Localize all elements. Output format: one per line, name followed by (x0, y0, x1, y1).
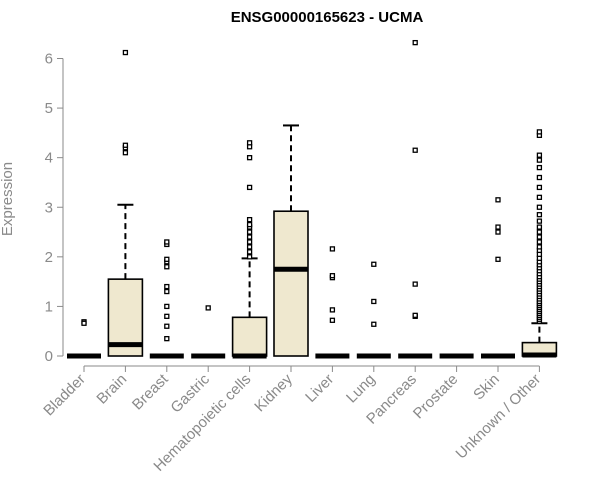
x-tick-label: Bladder (40, 371, 89, 420)
y-tick-label: 5 (45, 100, 53, 117)
outlier-point (246, 155, 253, 161)
outlier-point (536, 129, 543, 135)
outlier-point (81, 320, 87, 326)
x-tick-label: Lung (343, 371, 379, 407)
outlier-point (536, 194, 543, 200)
outlier-point (536, 164, 543, 171)
outlier-point (164, 303, 170, 310)
outlier-point (536, 229, 543, 235)
outlier-point (371, 298, 377, 305)
y-tick-label: 0 (45, 348, 53, 365)
box (273, 210, 309, 357)
x-tick-label: Prostate (410, 371, 462, 423)
outlier-point (412, 147, 418, 153)
outlier-point (536, 218, 543, 224)
outlier-point (164, 256, 170, 262)
outlier-point (412, 281, 418, 287)
x-tick-label: Breast (129, 370, 172, 413)
x-tick-label: Skin (470, 371, 503, 404)
outlier-point (122, 150, 129, 156)
outlier-point (122, 142, 129, 148)
outlier-point (536, 224, 543, 230)
outlier-point (122, 49, 129, 56)
y-tick-label: 1 (45, 298, 53, 315)
y-tick-label: 6 (45, 51, 53, 68)
outlier-point (164, 323, 170, 329)
outlier-point (246, 249, 253, 255)
outlier-point (164, 313, 170, 319)
outlier-point (495, 197, 501, 203)
outlier-point (495, 224, 501, 230)
outlier-point (329, 246, 336, 252)
outlier-point (246, 229, 253, 235)
outlier-point (371, 261, 377, 267)
box (231, 316, 268, 357)
outlier-point (536, 152, 543, 158)
outlier-point (164, 239, 170, 245)
outlier-point (536, 212, 543, 218)
outlier-point (246, 221, 253, 228)
outlier-point (246, 244, 253, 250)
outlier-point (205, 305, 211, 311)
chart-title: ENSG00000165623 - UCMA (231, 9, 424, 26)
outlier-point (536, 244, 543, 250)
outlier-point (246, 216, 253, 223)
outlier-point (412, 312, 418, 318)
outlier-point (536, 184, 543, 191)
outlier-point (536, 234, 543, 240)
outlier-point (495, 229, 501, 235)
x-tick-label: Liver (302, 371, 337, 406)
outlier-point (495, 256, 501, 262)
outlier-point (246, 239, 253, 245)
outlier-point (246, 254, 253, 260)
outlier-point (412, 39, 418, 46)
outlier-point (164, 335, 170, 342)
outlier-point (536, 174, 543, 181)
outlier-point (329, 317, 336, 323)
outlier-point (246, 234, 253, 240)
y-tick-label: 4 (45, 150, 53, 167)
outlier-point (246, 184, 253, 191)
outlier-point (164, 283, 170, 290)
x-tick-label: Brain (93, 371, 130, 408)
outlier-point (329, 273, 336, 279)
outlier-point (164, 288, 170, 295)
y-tick-label: 3 (45, 199, 53, 216)
outlier-point (536, 204, 543, 210)
y-axis-label: Expression (0, 162, 16, 236)
x-tick-label: Kidney (251, 370, 296, 415)
outlier-point (536, 157, 543, 163)
outlier-point (329, 307, 336, 313)
outlier-point (371, 321, 377, 327)
outlier-point (536, 239, 543, 245)
outlier-point (164, 264, 170, 270)
y-tick-label: 2 (45, 249, 53, 266)
outlier-point (246, 140, 253, 146)
